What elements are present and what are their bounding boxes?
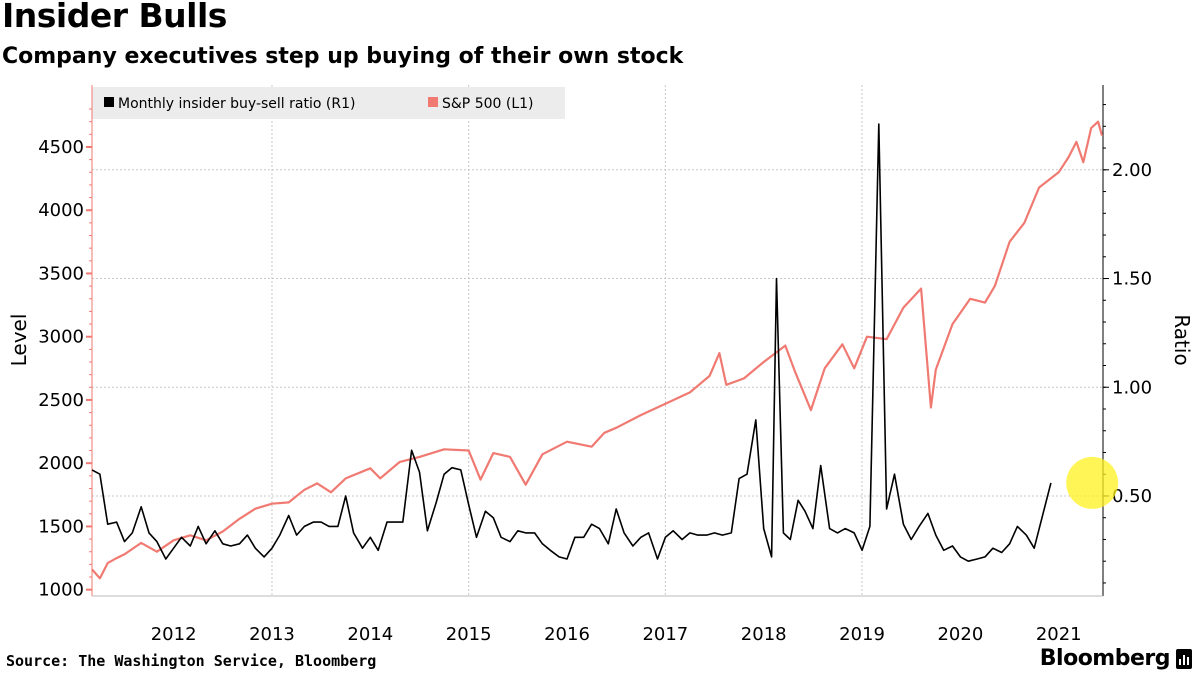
right-axis-label: Ratio [1170,314,1194,365]
brand: Bloomberg [1040,646,1192,671]
left-tick-label: 3000 [38,327,84,348]
left-axis-label: Level [7,314,31,367]
highlight-circle [1066,456,1119,509]
legend-swatch-ratio [104,97,114,107]
x-tick-label: 2019 [839,624,885,645]
left-tick-label: 1500 [38,516,84,537]
right-tick-label: 1.00 [1112,377,1152,398]
x-tick-label: 2020 [937,624,983,645]
sp500-line [91,120,1104,580]
x-axis: 2012 2013 2014 2015 2016 2017 2018 2019 2020 2021 [92,595,1103,645]
bloomberg-terminal-icon [1176,648,1192,669]
legend-swatch-sp500 [428,97,438,107]
brand-name: Bloomberg [1039,646,1171,671]
left-tick-label: 1000 [38,580,84,601]
right-axis: 0.50 1.00 1.50 2.00 [1102,85,1152,596]
x-tick-label: 2018 [741,624,787,645]
left-tick-label: 4000 [38,200,84,221]
x-tick-label: 2016 [544,624,590,645]
x-tick-label: 2017 [642,624,688,645]
x-tick-label: 2021 [1036,624,1082,645]
legend-label-ratio: Monthly insider buy-sell ratio (R1) [118,96,355,112]
legend-label-sp500: S&P 500 (L1) [442,96,534,112]
x-tick-label: 2013 [249,624,295,645]
insider-ratio-line [91,123,1052,562]
left-tick-label: 3500 [38,263,84,284]
legend-box [92,87,565,119]
gridlines [92,85,1103,596]
x-tick-label: 2014 [347,624,393,645]
chart-title: Insider Bulls [2,0,227,35]
right-tick-label: 2.00 [1112,160,1152,181]
source-note: Source: The Washington Service, Bloomber… [6,652,377,670]
right-tick-label: 1.50 [1112,269,1152,290]
x-tick-label: 2012 [151,624,197,645]
left-tick-label: 2000 [38,453,84,474]
chart-subtitle: Company executives step up buying of the… [2,44,684,69]
x-tick-label: 2015 [446,624,492,645]
right-tick-label: 0.50 [1112,486,1152,507]
left-tick-label: 2500 [38,390,84,411]
left-axis: 1000 1500 2000 2500 3000 3500 4000 4500 [38,85,93,601]
left-tick-label: 4500 [38,137,84,158]
